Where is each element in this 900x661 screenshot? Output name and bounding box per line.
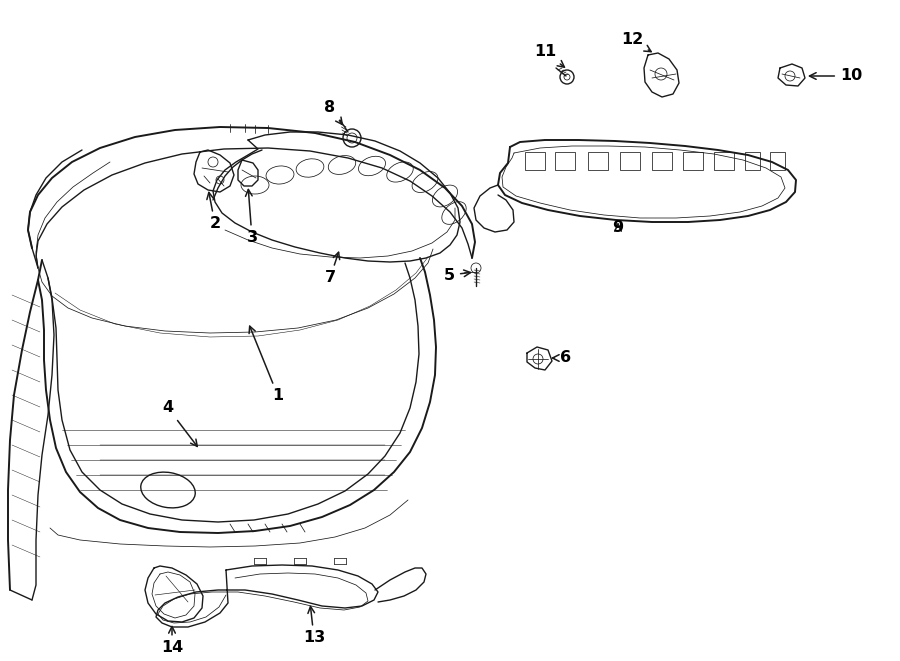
Circle shape <box>216 176 224 184</box>
Text: 2: 2 <box>207 192 220 231</box>
Text: 10: 10 <box>809 69 862 83</box>
Text: 4: 4 <box>162 401 197 446</box>
Bar <box>745 152 760 170</box>
Bar <box>525 152 545 170</box>
Circle shape <box>560 70 574 84</box>
Text: 8: 8 <box>324 100 342 124</box>
Text: 1: 1 <box>249 326 284 403</box>
Bar <box>555 152 575 170</box>
Circle shape <box>208 157 218 167</box>
Text: 7: 7 <box>324 253 339 286</box>
Text: 3: 3 <box>246 190 257 245</box>
Ellipse shape <box>387 162 413 182</box>
Text: 9: 9 <box>612 221 624 235</box>
Text: 14: 14 <box>161 627 183 656</box>
Ellipse shape <box>140 472 195 508</box>
Ellipse shape <box>266 166 294 184</box>
Circle shape <box>343 129 361 147</box>
Circle shape <box>533 354 543 364</box>
Bar <box>683 152 703 170</box>
Circle shape <box>471 263 481 273</box>
Bar <box>588 152 608 170</box>
Bar <box>620 152 640 170</box>
Text: 5: 5 <box>444 268 471 282</box>
Ellipse shape <box>328 155 356 175</box>
Text: 12: 12 <box>621 32 652 52</box>
Circle shape <box>564 74 570 80</box>
Ellipse shape <box>432 185 457 207</box>
Ellipse shape <box>241 176 269 194</box>
Circle shape <box>655 68 667 80</box>
Text: 13: 13 <box>303 606 325 646</box>
Ellipse shape <box>358 156 385 176</box>
Circle shape <box>785 71 795 81</box>
Circle shape <box>347 133 357 143</box>
Text: 11: 11 <box>534 44 564 67</box>
Bar <box>652 152 672 170</box>
Ellipse shape <box>442 202 466 224</box>
Ellipse shape <box>296 159 324 177</box>
Bar <box>714 152 734 170</box>
Text: 6: 6 <box>553 350 572 366</box>
Bar <box>770 152 785 170</box>
Ellipse shape <box>412 171 438 192</box>
